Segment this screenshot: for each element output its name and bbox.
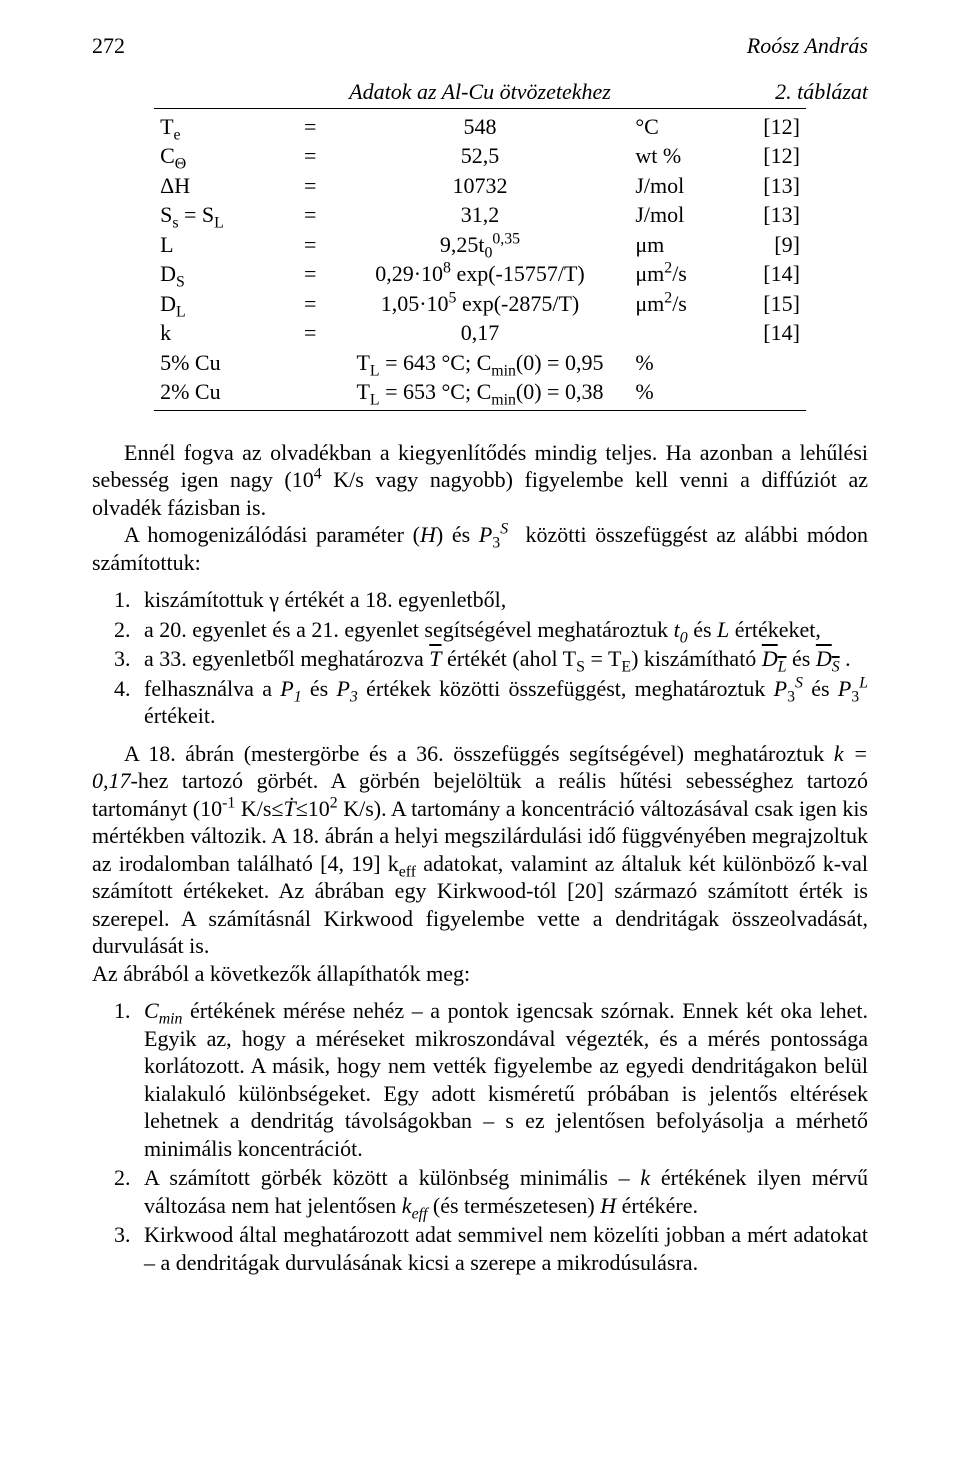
table-cell: L [154, 230, 290, 260]
table-cell: J/mol [629, 171, 724, 201]
table-caption-center: Adatok az Al-Cu ötvözetekhez [92, 78, 868, 106]
table-cell: CΘ [154, 141, 290, 171]
table-row: DL=1,05·105 exp(-2875/T)μm2/s[15] [154, 289, 806, 319]
table-cell: 1,05·105 exp(-2875/T) [331, 289, 630, 319]
table-cell: % [629, 377, 724, 410]
table-row: Ss = SL=31,2J/mol[13] [154, 200, 806, 230]
table-cell: [12] [724, 141, 806, 171]
table-row: k=0,17 [14] [154, 318, 806, 348]
table-row: 5% Cu TL = 643 °C; Cmin(0) = 0,95% [154, 348, 806, 378]
list-item: felhasználva a P1 és P3 értékek közötti … [136, 675, 868, 730]
table-block: Adatok az Al-Cu ötvözetekhez 2. táblázat… [92, 78, 868, 411]
table-cell: [14] [724, 318, 806, 348]
table-cell: J/mol [629, 200, 724, 230]
data-table: Te=548°C[12]CΘ=52,5wt %[12]ΔH=10732J/mol… [154, 108, 806, 411]
table-cell: Te [154, 108, 290, 141]
list-item: kiszámítottuk γ értékét a 18. egyenletbő… [136, 586, 868, 614]
para-1: Ennél fogva az olvadékban a kiegyenlítőd… [92, 439, 868, 522]
list-item: a 20. egyenlet és a 21. egyenlet segítsé… [136, 616, 868, 644]
list-item: Cmin értékének mérése nehéz – a pontok i… [136, 997, 868, 1162]
table-cell: 52,5 [331, 141, 630, 171]
table-cell: = [290, 171, 331, 201]
table-cell: DL [154, 289, 290, 319]
table-cell: 31,2 [331, 200, 630, 230]
table-cell: = [290, 141, 331, 171]
list-item: Kirkwood által meghatározott adat semmiv… [136, 1221, 868, 1276]
table-cell: Ss = SL [154, 200, 290, 230]
table-cell: [14] [724, 259, 806, 289]
table-cell: 548 [331, 108, 630, 141]
table-row: CΘ=52,5wt %[12] [154, 141, 806, 171]
table-cell: [12] [724, 108, 806, 141]
table-cell: = [290, 230, 331, 260]
page-number: 272 [92, 32, 125, 60]
table-cell: = [290, 289, 331, 319]
table-row: ΔH=10732J/mol[13] [154, 171, 806, 201]
table-cell: μm [629, 230, 724, 260]
list-item: A számított görbék között a különbség mi… [136, 1164, 868, 1219]
table-cell: [13] [724, 171, 806, 201]
table-row: 2% Cu TL = 653 °C; Cmin(0) = 0,38% [154, 377, 806, 410]
table-cell: μm2/s [629, 259, 724, 289]
running-header: 272 Roósz András [92, 32, 868, 60]
table-caption-right: 2. táblázat [775, 78, 868, 106]
table-cell: TL = 653 °C; Cmin(0) = 0,38 [331, 377, 630, 410]
table-row: L=9,25t00,35μm[9] [154, 230, 806, 260]
table-cell [629, 318, 724, 348]
table-cell: μm2/s [629, 289, 724, 319]
table-cell: 2% Cu [154, 377, 290, 410]
table-row: Te=548°C[12] [154, 108, 806, 141]
table-caption-row: Adatok az Al-Cu ötvözetekhez 2. táblázat [92, 78, 868, 106]
table-cell: k [154, 318, 290, 348]
table-cell: = [290, 259, 331, 289]
table-row: DS=0,29·108 exp(-15757/T)μm2/s[14] [154, 259, 806, 289]
table-cell: 10732 [331, 171, 630, 201]
table-cell: = [290, 200, 331, 230]
table-cell: % [629, 348, 724, 378]
table-cell: [13] [724, 200, 806, 230]
table-cell: [15] [724, 289, 806, 319]
para-2: A homogenizálódási paraméter (H) és P3S … [92, 521, 868, 576]
table-cell [290, 348, 331, 378]
table-cell: TL = 643 °C; Cmin(0) = 0,95 [331, 348, 630, 378]
table-cell [724, 348, 806, 378]
table-cell: [9] [724, 230, 806, 260]
ordered-list-2: Cmin értékének mérése nehéz – a pontok i… [92, 997, 868, 1276]
para-4: A 18. ábrán (mestergörbe és a 36. összef… [92, 740, 868, 960]
para-4b: Az ábrából a következők állapíthatók meg… [92, 960, 868, 988]
ordered-list-1: kiszámítottuk γ értékét a 18. egyenletbő… [92, 586, 868, 730]
table-cell: = [290, 318, 331, 348]
table-cell: = [290, 108, 331, 141]
table-cell: ΔH [154, 171, 290, 201]
table-cell: 0,17 [331, 318, 630, 348]
header-author: Roósz András [747, 32, 868, 60]
table-cell: 0,29·108 exp(-15757/T) [331, 259, 630, 289]
table-cell: °C [629, 108, 724, 141]
table-cell: 9,25t00,35 [331, 230, 630, 260]
list-item: a 33. egyenletből meghatározva T értékét… [136, 645, 868, 673]
table-cell [724, 377, 806, 410]
table-cell: 5% Cu [154, 348, 290, 378]
table-cell [290, 377, 331, 410]
table-cell: DS [154, 259, 290, 289]
table-cell: wt % [629, 141, 724, 171]
